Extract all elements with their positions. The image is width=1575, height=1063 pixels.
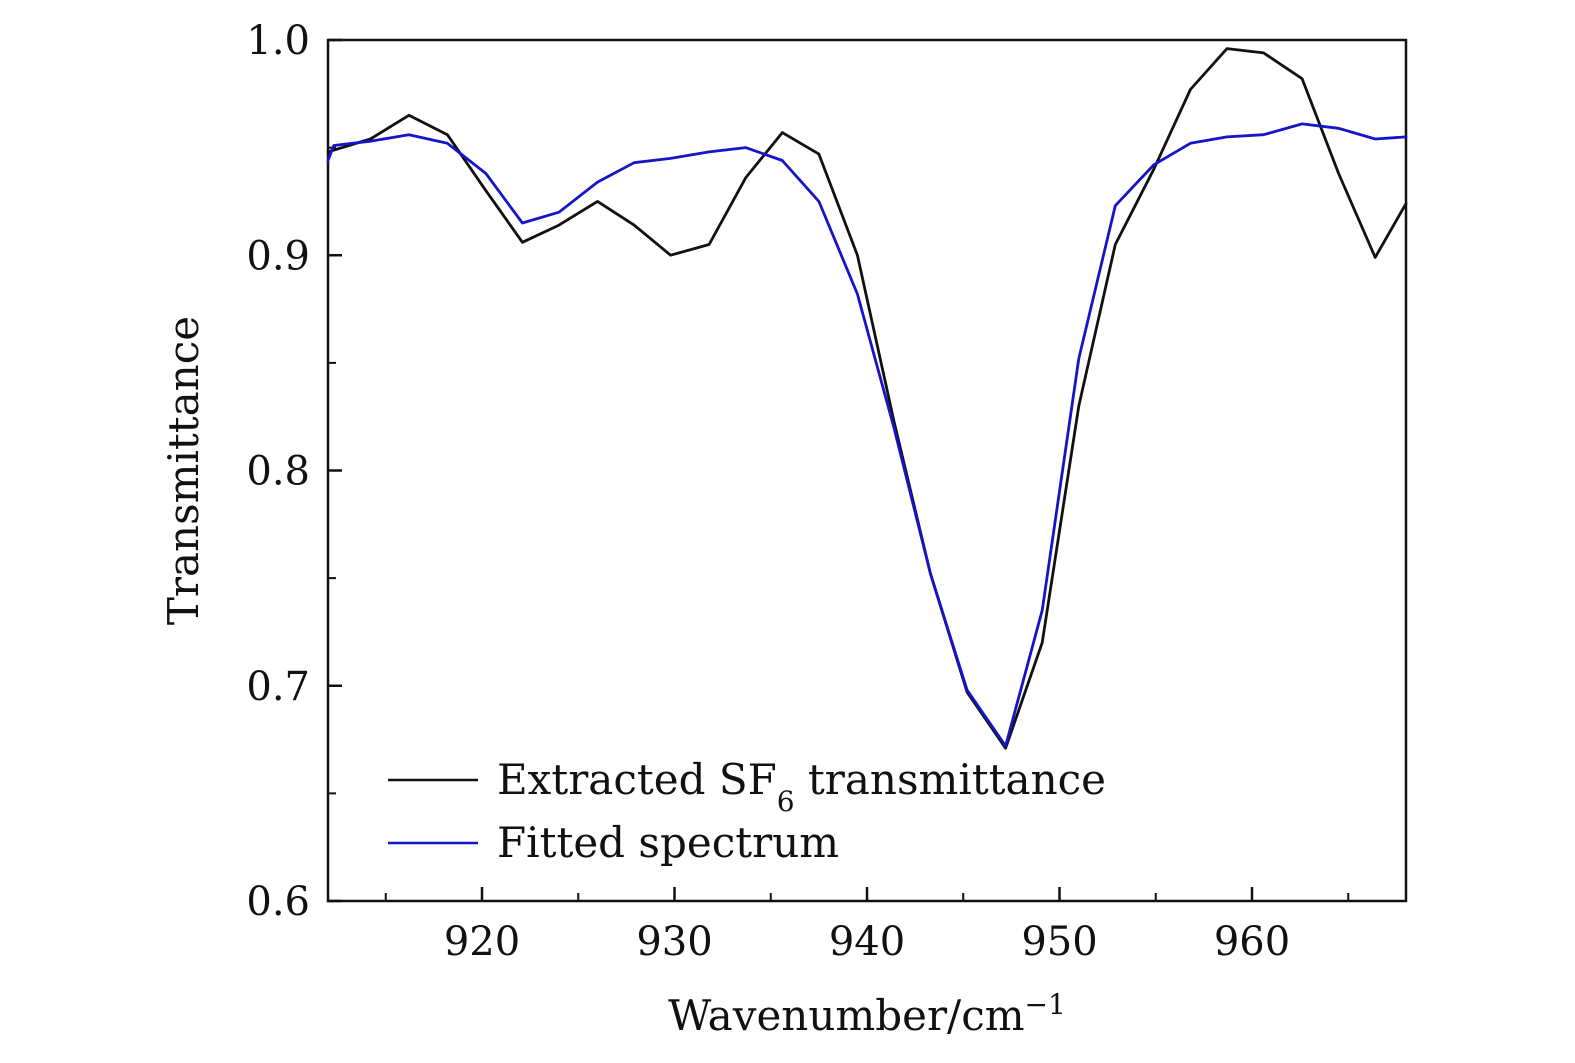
y-tick-label-0.6: 0.6 [246, 879, 310, 925]
x-axis-title-superscript: −1 [1025, 988, 1066, 1021]
x-tick-label-920: 920 [444, 919, 520, 965]
x-tick-label-940: 940 [829, 919, 905, 965]
legend-label-extracted-main: Extracted SF [497, 755, 777, 804]
x-tick-label-960: 960 [1214, 919, 1290, 965]
ticks [328, 38, 1350, 903]
x-tick-label-950: 950 [1021, 919, 1097, 965]
y-tick-label-0.8: 0.8 [246, 449, 310, 495]
legend-label-fitted: Fitted spectrum [497, 818, 839, 867]
x-axis-title: Wavenumber/cm−1 [668, 988, 1066, 1041]
x-tick-label-930: 930 [636, 919, 712, 965]
series [326, 47, 1408, 750]
tick-labels: 920 930 940 950 960 0.6 0.7 0.8 0.9 1.0 [246, 18, 1290, 965]
legend-label-extracted-subscript: 6 [777, 785, 795, 818]
y-tick-label-0.9: 0.9 [246, 233, 310, 279]
y-tick-label-0.7: 0.7 [246, 664, 310, 710]
y-tick-label-1.0: 1.0 [246, 18, 310, 64]
series-extracted-line [326, 47, 1408, 750]
legend-label-extracted: Extracted SF6 transmittance [497, 755, 1106, 818]
legend: Extracted SF6 transmittance Fitted spect… [388, 755, 1106, 867]
x-axis-title-main: Wavenumber/cm [668, 991, 1024, 1040]
series-fitted-line [326, 122, 1408, 748]
y-axis-title: Transmittance [159, 316, 208, 625]
legend-label-extracted-suffix: transmittance [795, 755, 1106, 804]
